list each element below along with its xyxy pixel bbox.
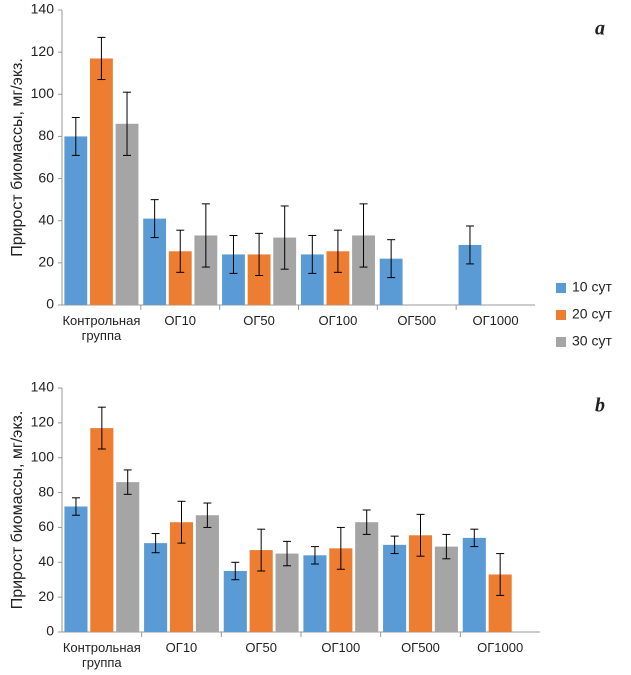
- y-tick-label: 140: [31, 379, 55, 395]
- y-tick-label: 0: [46, 623, 54, 639]
- legend-label: 30 сут: [572, 333, 612, 349]
- bar: [168, 251, 192, 305]
- bar: [488, 574, 512, 632]
- bar: [143, 218, 167, 305]
- y-tick-label: 100: [31, 448, 55, 464]
- bar: [116, 482, 140, 632]
- bar: [352, 235, 375, 305]
- bar: [275, 553, 299, 632]
- bar: [329, 548, 353, 632]
- x-tick-label: ОГ100: [318, 313, 358, 328]
- y-tick-label: 140: [31, 1, 55, 17]
- legend-label: 10 сут: [572, 279, 612, 295]
- bar: [195, 515, 219, 632]
- bar: [247, 254, 271, 305]
- y-tick-label: 120: [31, 43, 55, 59]
- bar: [144, 543, 168, 632]
- legend-swatch: [556, 283, 566, 293]
- x-tick-label: ОГ100: [321, 640, 361, 655]
- bar: [222, 254, 245, 305]
- y-axis-label: Прирост биомассы, мг/экз.: [9, 411, 26, 610]
- bar: [458, 244, 482, 305]
- y-tick-label: 0: [46, 296, 54, 312]
- bar: [115, 123, 139, 306]
- x-tick-label: ОГ10: [164, 313, 197, 328]
- y-tick-label: 20: [38, 254, 54, 270]
- x-tick-label: Контрольная группа: [62, 313, 141, 343]
- x-tick-label: Контрольная группа: [62, 640, 141, 670]
- y-tick-label: 80: [38, 127, 54, 143]
- bar: [64, 506, 88, 632]
- legend-label: 20 сут: [572, 306, 612, 322]
- y-tick-label: 60: [38, 518, 54, 534]
- bar: [169, 522, 194, 632]
- x-tick-label: ОГ500: [401, 640, 440, 655]
- panel-label: b: [595, 395, 605, 417]
- x-tick-label: ОГ1000: [472, 313, 519, 328]
- y-tick-label: 40: [38, 553, 54, 569]
- legend-swatch: [556, 310, 566, 320]
- bar: [462, 537, 486, 632]
- y-tick-label: 40: [38, 211, 54, 227]
- y-tick-label: 80: [38, 483, 54, 499]
- y-tick-label: 100: [31, 85, 55, 101]
- bar: [194, 235, 218, 305]
- y-axis-label: Прирост биомассы, мг/экз.: [9, 58, 26, 257]
- bar: [64, 136, 88, 305]
- bar: [223, 571, 247, 632]
- y-tick-label: 120: [31, 414, 55, 430]
- x-tick-label: ОГ500: [397, 313, 437, 328]
- bar: [434, 546, 458, 632]
- x-tick-label: ОГ1000: [477, 640, 524, 655]
- bar: [303, 555, 327, 632]
- bar: [326, 251, 350, 305]
- x-tick-label: ОГ50: [243, 313, 275, 328]
- panel-label: a: [595, 18, 605, 40]
- legend-swatch: [556, 337, 566, 347]
- bar: [273, 237, 297, 305]
- y-tick-label: 20: [38, 588, 54, 604]
- bar: [383, 544, 407, 632]
- bar: [249, 550, 273, 632]
- bar: [408, 535, 433, 632]
- bar: [300, 254, 324, 305]
- x-tick-label: ОГ10: [165, 640, 198, 655]
- bar: [355, 522, 379, 632]
- bar: [379, 258, 403, 305]
- y-tick-label: 60: [38, 169, 54, 185]
- bar: [89, 58, 113, 305]
- x-tick-label: ОГ50: [245, 640, 277, 655]
- bar: [90, 428, 114, 632]
